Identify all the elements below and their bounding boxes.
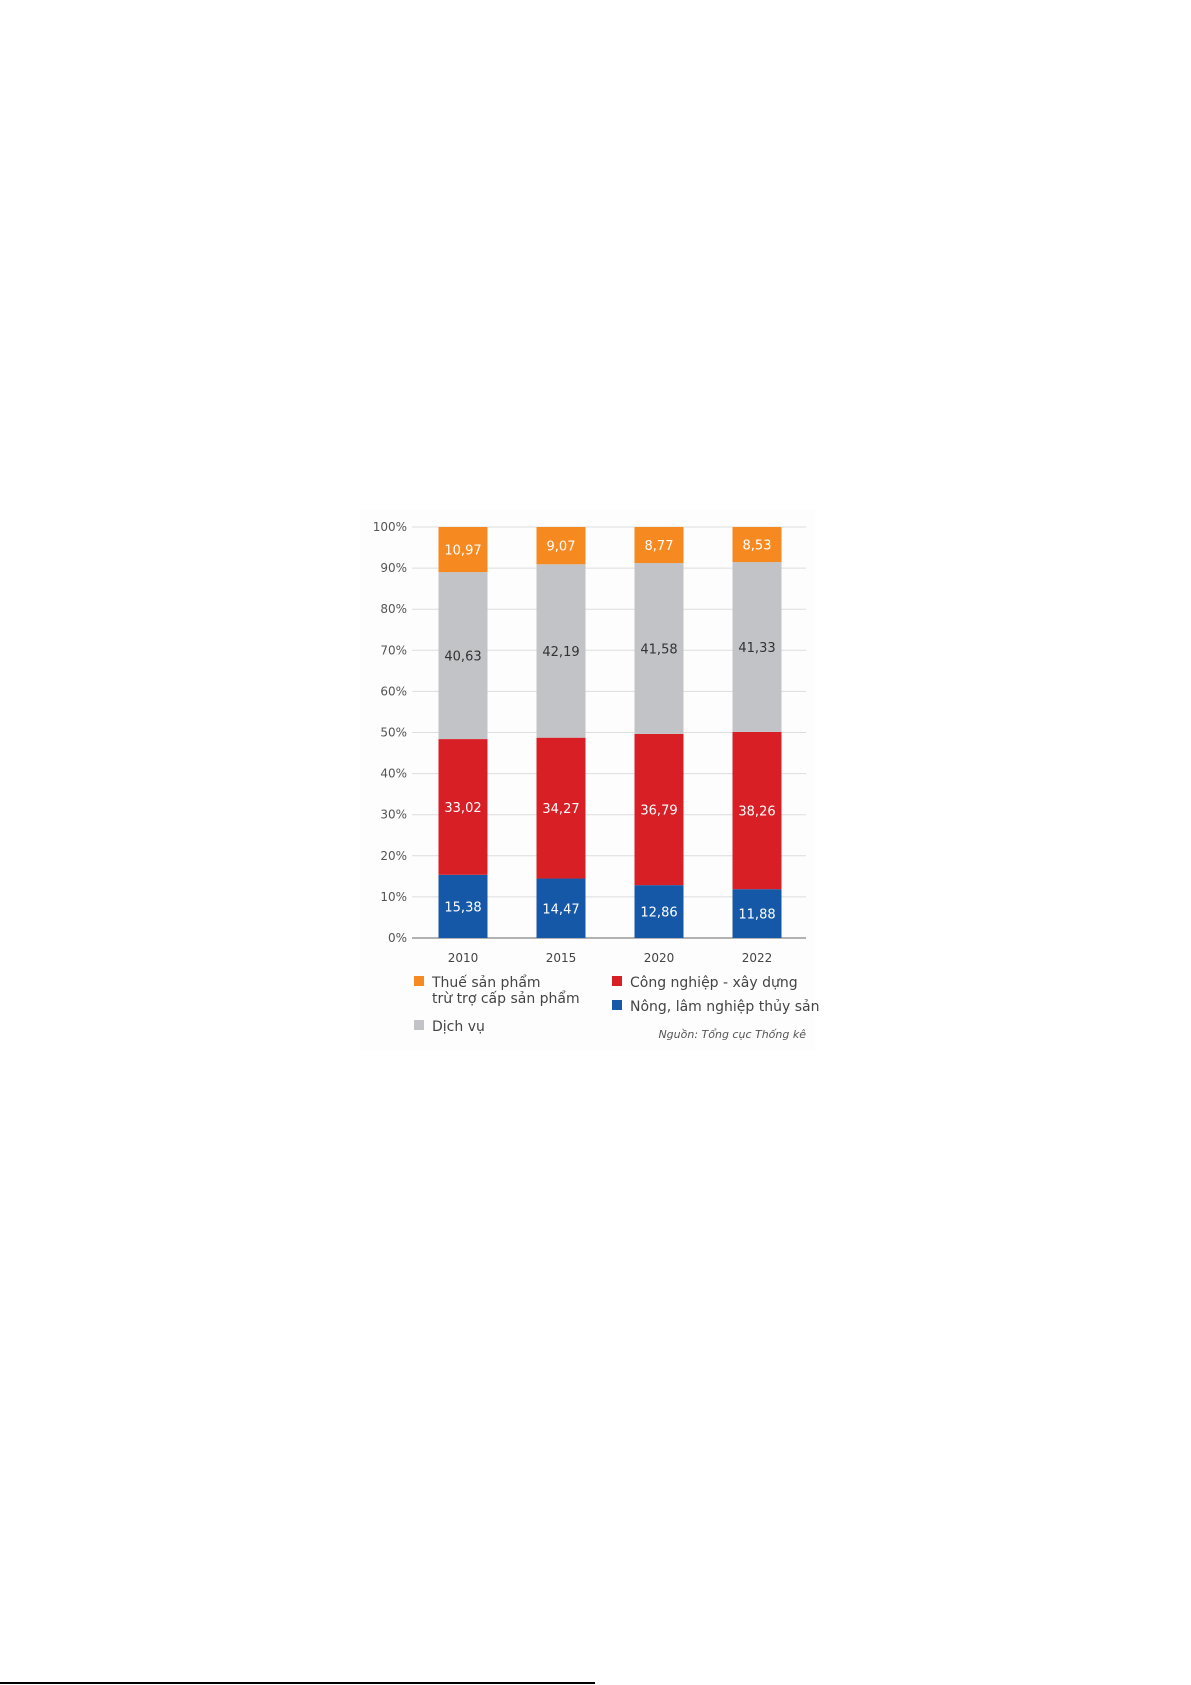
bar-segment bbox=[438, 572, 488, 740]
legend-swatch bbox=[414, 976, 424, 986]
bar-segment bbox=[536, 878, 586, 938]
y-tick-label: 20% bbox=[380, 849, 407, 863]
data-label: 12,86 bbox=[640, 906, 677, 921]
data-label: 38,26 bbox=[738, 805, 775, 820]
legend-item-industry: Công nghiệp - xây dựng bbox=[612, 975, 798, 991]
bar-segment bbox=[536, 737, 586, 879]
data-label: 41,33 bbox=[738, 641, 775, 656]
y-tick-label: 70% bbox=[380, 643, 407, 657]
data-label: 8,53 bbox=[743, 539, 772, 554]
legend-item-services: Dịch vụ bbox=[414, 1019, 485, 1035]
data-label: 9,07 bbox=[547, 540, 576, 555]
stacked-bar-chart: 0% 10% 20% 30% 40% 50% 60% 70% 80% 90% 100% 15,38 33… bbox=[360, 510, 815, 1050]
data-label: 14,47 bbox=[542, 902, 579, 917]
data-label: 10,97 bbox=[444, 544, 481, 559]
bar-segment bbox=[732, 889, 782, 938]
data-label: 41,58 bbox=[640, 642, 677, 657]
legend-label-line2: trừ trợ cấp sản phẩm bbox=[432, 991, 580, 1007]
y-tick-label: 30% bbox=[380, 808, 407, 822]
source-note: Nguồn: Tổng cục Thống kê bbox=[658, 1028, 806, 1041]
data-label: 40,63 bbox=[444, 650, 481, 665]
bar-segment bbox=[732, 527, 782, 563]
x-tick-label: 2020 bbox=[644, 951, 675, 965]
legend-label: Thuế sản phẩm bbox=[432, 975, 541, 991]
data-label: 33,02 bbox=[444, 801, 481, 816]
bar-segment bbox=[732, 562, 782, 732]
data-label: 42,19 bbox=[542, 645, 579, 660]
y-tick-label: 0% bbox=[388, 931, 407, 945]
y-tick-label: 50% bbox=[380, 726, 407, 740]
bar-segment bbox=[634, 527, 684, 564]
y-tick-label: 90% bbox=[380, 561, 407, 575]
legend-swatch bbox=[414, 1020, 424, 1030]
legend-item-taxes: Thuế sản phẩm trừ trợ cấp sản phẩm bbox=[414, 975, 580, 1007]
x-tick-label: 2015 bbox=[546, 951, 577, 965]
x-tick-label: 2022 bbox=[742, 951, 773, 965]
legend-label: Nông, lâm nghiệp thủy sản bbox=[630, 999, 820, 1015]
bar-segment bbox=[634, 733, 684, 886]
legend-label: Công nghiệp - xây dựng bbox=[630, 975, 798, 991]
legend-swatch bbox=[612, 1000, 622, 1010]
legend-swatch bbox=[612, 976, 622, 986]
bar-segment bbox=[536, 527, 586, 565]
data-label: 36,79 bbox=[640, 804, 677, 819]
y-tick-label: 80% bbox=[380, 602, 407, 616]
bar-segment bbox=[732, 731, 782, 890]
bar-segment bbox=[438, 874, 488, 938]
y-tick-label: 60% bbox=[380, 684, 407, 698]
legend-item-agriculture: Nông, lâm nghiệp thủy sản bbox=[612, 999, 819, 1015]
data-label: 11,88 bbox=[738, 908, 775, 923]
y-tick-label: 40% bbox=[380, 767, 407, 781]
x-tick-label: 2010 bbox=[448, 951, 479, 965]
bar-segment bbox=[536, 564, 586, 738]
data-label: 15,38 bbox=[444, 900, 481, 915]
bar-segment bbox=[634, 563, 684, 734]
bar-segment bbox=[634, 885, 684, 938]
y-tick-label: 100% bbox=[373, 520, 407, 534]
bar-segment bbox=[438, 527, 488, 573]
footnote-divider bbox=[0, 1682, 595, 1684]
bar-segment bbox=[438, 739, 488, 875]
y-tick-label: 10% bbox=[380, 890, 407, 904]
legend-label: Dịch vụ bbox=[432, 1019, 485, 1035]
data-label: 8,77 bbox=[645, 539, 674, 554]
data-label: 34,27 bbox=[542, 802, 579, 817]
